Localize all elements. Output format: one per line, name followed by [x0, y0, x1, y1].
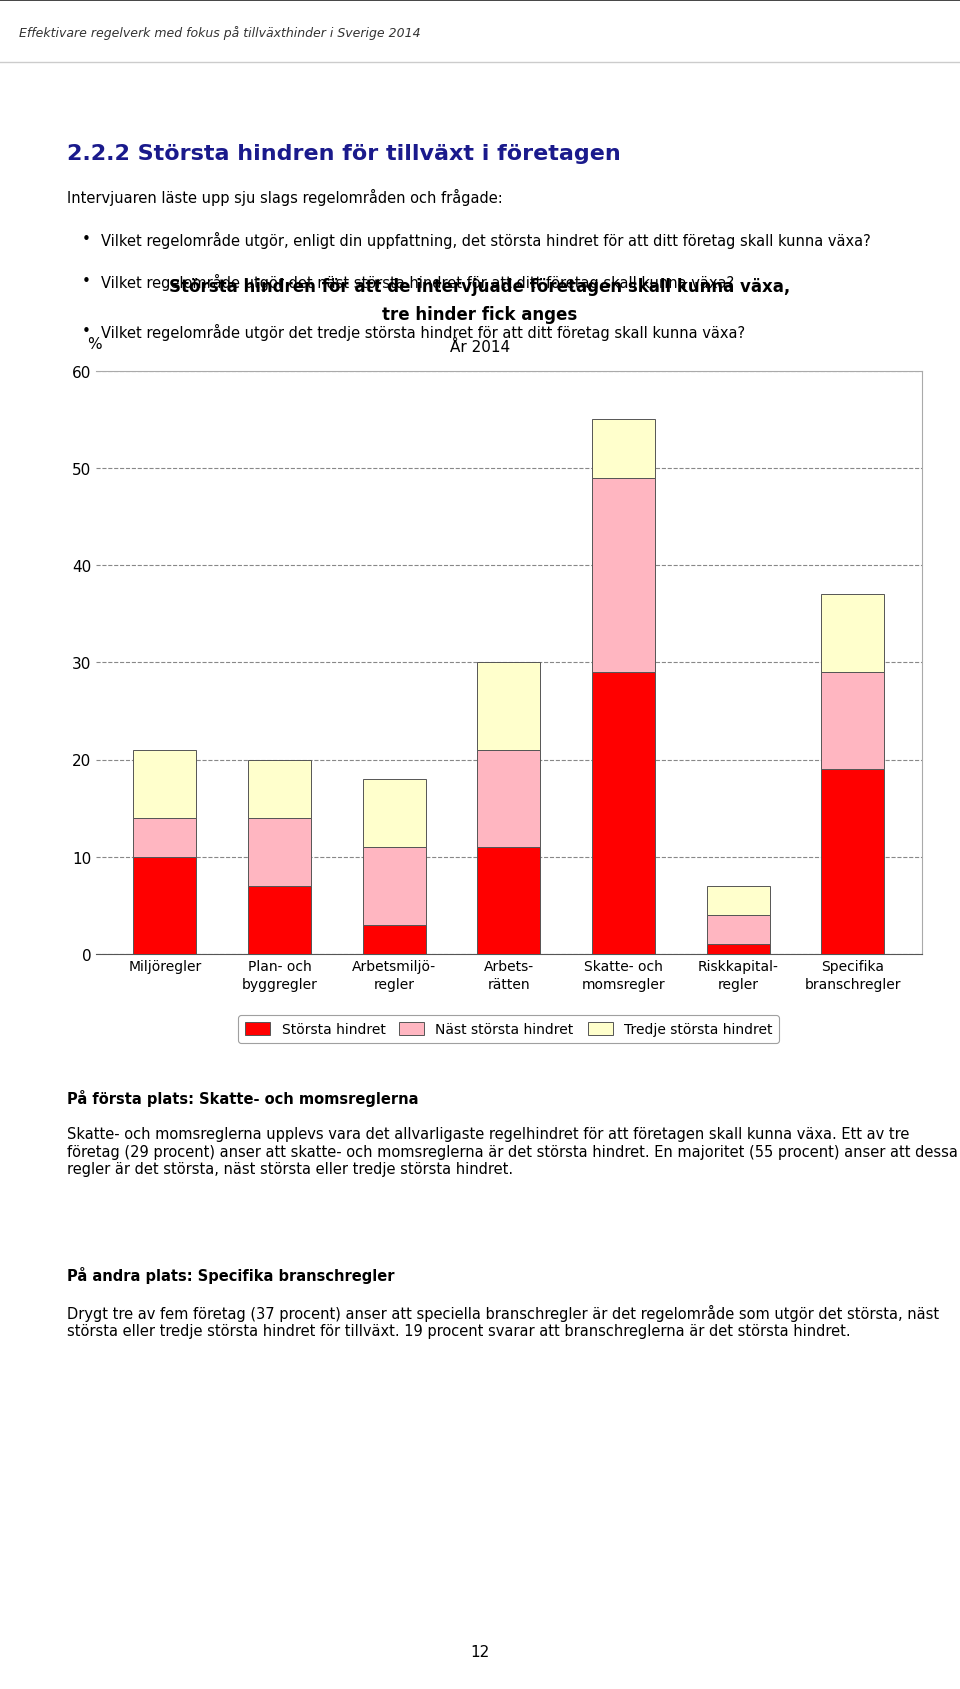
Legend: Största hindret, Näst största hindret, Tredje största hindret: Största hindret, Näst största hindret, T… [238, 1015, 780, 1044]
Bar [477, 662, 540, 750]
Bar [363, 926, 425, 954]
Text: •: • [82, 231, 90, 247]
Text: Vilket regelområde utgör det tredje största hindret för att ditt företag skall k: Vilket regelområde utgör det tredje stör… [101, 324, 745, 341]
Bar [248, 760, 311, 819]
Bar [477, 848, 540, 954]
Text: 2.2.2 Största hindren för tillväxt i företagen: 2.2.2 Största hindren för tillväxt i för… [67, 144, 621, 164]
Bar [707, 915, 770, 944]
Bar [133, 819, 197, 858]
Bar [363, 848, 425, 926]
Text: Drygt tre av fem företag (37 procent) anser att speciella branschregler är det r: Drygt tre av fem företag (37 procent) an… [67, 1304, 939, 1338]
Text: Effektivare regelverk med fokus på tillväxthinder i Sverige 2014: Effektivare regelverk med fokus på tillv… [19, 25, 420, 39]
Bar [477, 750, 540, 848]
Text: På första plats: Skatte- och momsreglerna: På första plats: Skatte- och momsreglern… [67, 1089, 419, 1106]
Text: 12: 12 [470, 1643, 490, 1659]
Bar [821, 770, 884, 954]
Bar [133, 858, 197, 954]
Text: •: • [82, 324, 90, 339]
Text: Största hindren för att de intervjuade företagen skall kunna växa,: Största hindren för att de intervjuade f… [169, 277, 791, 296]
Text: Skatte- och momsreglerna upplevs vara det allvarligaste regelhindret för att för: Skatte- och momsreglerna upplevs vara de… [67, 1127, 958, 1176]
Text: Intervjuaren läste upp sju slags regelområden och frågade:: Intervjuaren läste upp sju slags regelom… [67, 189, 503, 206]
Bar [248, 887, 311, 954]
Bar [821, 672, 884, 770]
Text: Vilket regelområde utgör det näst största hindret för att ditt företag skall kun: Vilket regelområde utgör det näst störst… [101, 274, 734, 291]
Bar [707, 887, 770, 915]
Text: %: % [86, 338, 102, 353]
Text: •: • [82, 274, 90, 289]
Bar [821, 595, 884, 672]
Text: tre hinder fick anges: tre hinder fick anges [382, 306, 578, 324]
Bar [363, 779, 425, 848]
Text: På andra plats: Specifika branschregler: På andra plats: Specifika branschregler [67, 1267, 395, 1284]
Bar [592, 672, 655, 954]
Bar [707, 944, 770, 954]
Text: Vilket regelområde utgör, enligt din uppfattning, det största hindret för att di: Vilket regelområde utgör, enligt din upp… [101, 231, 871, 248]
Text: År 2014: År 2014 [450, 339, 510, 355]
Bar [592, 478, 655, 672]
Bar [248, 817, 311, 887]
Bar [133, 750, 197, 819]
Bar [592, 421, 655, 478]
